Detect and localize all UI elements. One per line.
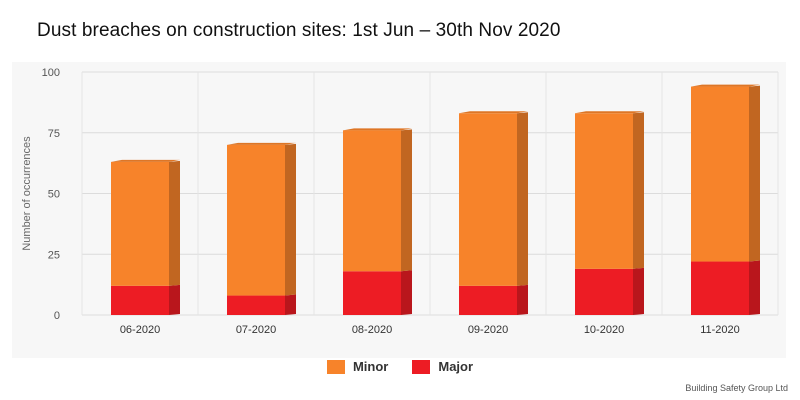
y-tick-label: 100	[42, 67, 60, 79]
legend: Minor Major	[0, 359, 800, 374]
legend-swatch	[412, 359, 431, 374]
bar-top-cap	[691, 84, 760, 87]
bar-side-minor	[285, 143, 296, 296]
bar-minor	[575, 113, 633, 269]
legend-item-major: Major	[412, 359, 473, 374]
x-tick-label: 11-2020	[700, 324, 740, 336]
bar-top-cap	[459, 111, 528, 114]
bar-minor	[111, 161, 169, 286]
chart-title: Dust breaches on construction sites: 1st…	[37, 20, 561, 41]
bar-major	[343, 271, 401, 315]
x-tick-label: 09-2020	[468, 324, 508, 336]
bar-top-cap	[343, 128, 412, 131]
y-tick-label: 25	[48, 249, 60, 261]
y-axis-title: Number of occurrences	[21, 136, 33, 251]
bar-side-major	[285, 294, 296, 315]
bar-side-minor	[749, 85, 760, 262]
bar-side-minor	[401, 129, 412, 272]
bar-top-cap	[111, 159, 180, 162]
bar-major	[575, 268, 633, 315]
x-tick-label: 10-2020	[584, 324, 624, 336]
bar-side-major	[517, 284, 528, 315]
bar-side-minor	[169, 160, 180, 286]
legend-label: Major	[438, 359, 474, 374]
x-tick-label: 06-2020	[120, 324, 160, 336]
y-tick-label: 75	[48, 128, 60, 140]
bar-major	[227, 295, 285, 315]
legend-label: Minor	[352, 359, 389, 374]
bar-side-major	[169, 284, 180, 315]
bar-side-major	[633, 267, 644, 315]
bar-major	[691, 261, 749, 315]
y-tick-label: 50	[48, 189, 60, 201]
bar-major	[111, 285, 169, 315]
bar-minor	[459, 113, 517, 286]
bar-top-cap	[227, 142, 296, 145]
bar-side-minor	[517, 112, 528, 286]
bar-minor	[691, 86, 749, 262]
bar-side-minor	[633, 112, 644, 269]
x-tick-label: 07-2020	[236, 324, 276, 336]
x-tick-label: 08-2020	[352, 324, 392, 336]
bar-minor	[343, 130, 401, 272]
bar-minor	[227, 144, 285, 296]
source-credit: Building Safety Group Ltd	[685, 383, 788, 393]
y-tick-label: 0	[54, 310, 60, 322]
bar-top-cap	[575, 111, 644, 114]
legend-item-minor: Minor	[326, 359, 389, 374]
bar-major	[459, 285, 517, 315]
bar-side-major	[401, 270, 412, 315]
legend-swatch	[326, 359, 345, 374]
bar-side-major	[749, 260, 760, 315]
